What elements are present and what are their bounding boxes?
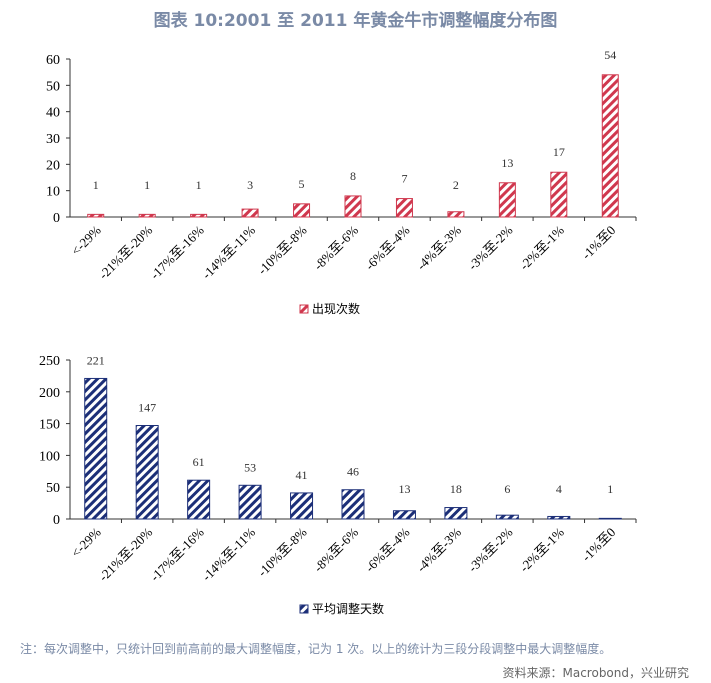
- x-tick-label: -14%至-11%: [199, 524, 258, 583]
- x-tick-label: -6%至-4%: [362, 524, 413, 575]
- y-tick-label: 0: [53, 211, 60, 226]
- data-label: 1: [144, 178, 150, 192]
- data-label: 221: [87, 353, 105, 367]
- bar: [395, 198, 413, 218]
- data-label: 7: [401, 172, 407, 186]
- bar: [238, 484, 262, 520]
- legend-label: 平均调整天数: [312, 601, 384, 616]
- data-label: 46: [347, 465, 359, 479]
- x-tick-label: -3%至-2%: [465, 222, 516, 273]
- x-tick-label: -6%至-4%: [362, 222, 413, 273]
- bar: [344, 195, 362, 218]
- x-tick-label: -21%至-20%: [96, 222, 156, 282]
- bar: [495, 514, 519, 520]
- y-tick-label: 150: [39, 418, 60, 433]
- bar: [598, 517, 622, 520]
- bar: [601, 74, 619, 218]
- bar: [447, 211, 465, 218]
- data-label: 6: [504, 482, 510, 496]
- bar: [241, 208, 259, 218]
- x-tick-label: -8%至-6%: [311, 524, 362, 575]
- legend-swatch: [299, 304, 309, 314]
- x-tick-label: -4%至-3%: [414, 222, 465, 273]
- bar: [187, 479, 211, 520]
- x-tick-label: -17%至-16%: [147, 524, 207, 584]
- data-label: 5: [299, 177, 305, 191]
- data-label: 8: [350, 169, 356, 183]
- x-tick-label: -17%至-16%: [147, 222, 207, 282]
- x-tick-label: -1%至0: [579, 223, 619, 263]
- data-label: 53: [244, 460, 256, 474]
- x-tick-label: -4%至-3%: [414, 524, 465, 575]
- data-label: 1: [196, 178, 202, 192]
- data-label: 61: [193, 455, 205, 469]
- data-label: 1: [607, 482, 613, 496]
- legend-label: 出现次数: [312, 301, 360, 316]
- bar: [341, 489, 365, 520]
- x-tick-label: -21%至-20%: [96, 524, 156, 584]
- y-tick-label: 200: [39, 386, 60, 401]
- data-label: 41: [296, 468, 308, 482]
- x-tick-label: -10%至-8%: [255, 524, 310, 579]
- bar: [135, 425, 159, 520]
- data-label: 54: [604, 48, 616, 62]
- x-tick-label: -10%至-8%: [255, 222, 310, 277]
- x-tick-label: -3%至-2%: [465, 524, 516, 575]
- data-label: 13: [398, 482, 410, 496]
- source-text: 资料来源：Macrobond，兴业研究: [502, 666, 690, 680]
- y-tick-label: 50: [46, 481, 60, 496]
- figure-title: 图表 10:2001 至 2011 年黄金牛市调整幅度分布图: [153, 11, 558, 31]
- y-tick-label: 20: [46, 158, 60, 173]
- y-tick-label: 30: [46, 132, 60, 147]
- y-tick-label: 10: [46, 185, 60, 200]
- bar: [290, 492, 314, 520]
- y-tick-label: 50: [46, 79, 60, 94]
- data-label: 13: [501, 156, 513, 170]
- y-tick-label: 100: [39, 449, 60, 464]
- chart-occurrences: 0 10 20 30 40 50 60 1 <-29% 1 -21%至-20% 1 -17%至-16% 3…: [46, 48, 637, 316]
- bar: [392, 510, 416, 520]
- data-label: 147: [138, 401, 156, 415]
- bar: [87, 213, 105, 218]
- bar: [444, 507, 468, 520]
- bar: [138, 213, 156, 218]
- bar: [547, 515, 571, 520]
- x-tick-label: <-29%: [68, 524, 104, 560]
- x-tick-label: -2%至-1%: [517, 524, 568, 575]
- footnote: 注：每次调整中，只统计回到前高前的最大调整幅度，记为 1 次。以上的统计为三段分…: [20, 642, 612, 656]
- x-tick-label: -14%至-11%: [199, 222, 258, 281]
- x-tick-label: -1%至0: [579, 525, 619, 565]
- y-tick-label: 0: [53, 513, 60, 528]
- data-label: 4: [556, 482, 562, 496]
- bar: [498, 182, 516, 218]
- bar: [550, 171, 568, 218]
- data-label: 3: [247, 178, 253, 192]
- x-tick-label: <-29%: [68, 222, 104, 258]
- x-tick-label: -8%至-6%: [311, 222, 362, 273]
- bar: [84, 377, 108, 520]
- data-label: 2: [453, 178, 459, 192]
- bar: [293, 203, 311, 218]
- data-label: 17: [553, 145, 565, 159]
- y-tick-label: 40: [46, 106, 60, 121]
- legend-swatch: [299, 604, 309, 614]
- y-tick-label: 60: [46, 53, 60, 68]
- data-label: 18: [450, 482, 462, 496]
- bar: [190, 213, 208, 218]
- data-label: 1: [93, 178, 99, 192]
- x-tick-label: -2%至-1%: [517, 222, 568, 273]
- y-tick-label: 250: [39, 354, 60, 369]
